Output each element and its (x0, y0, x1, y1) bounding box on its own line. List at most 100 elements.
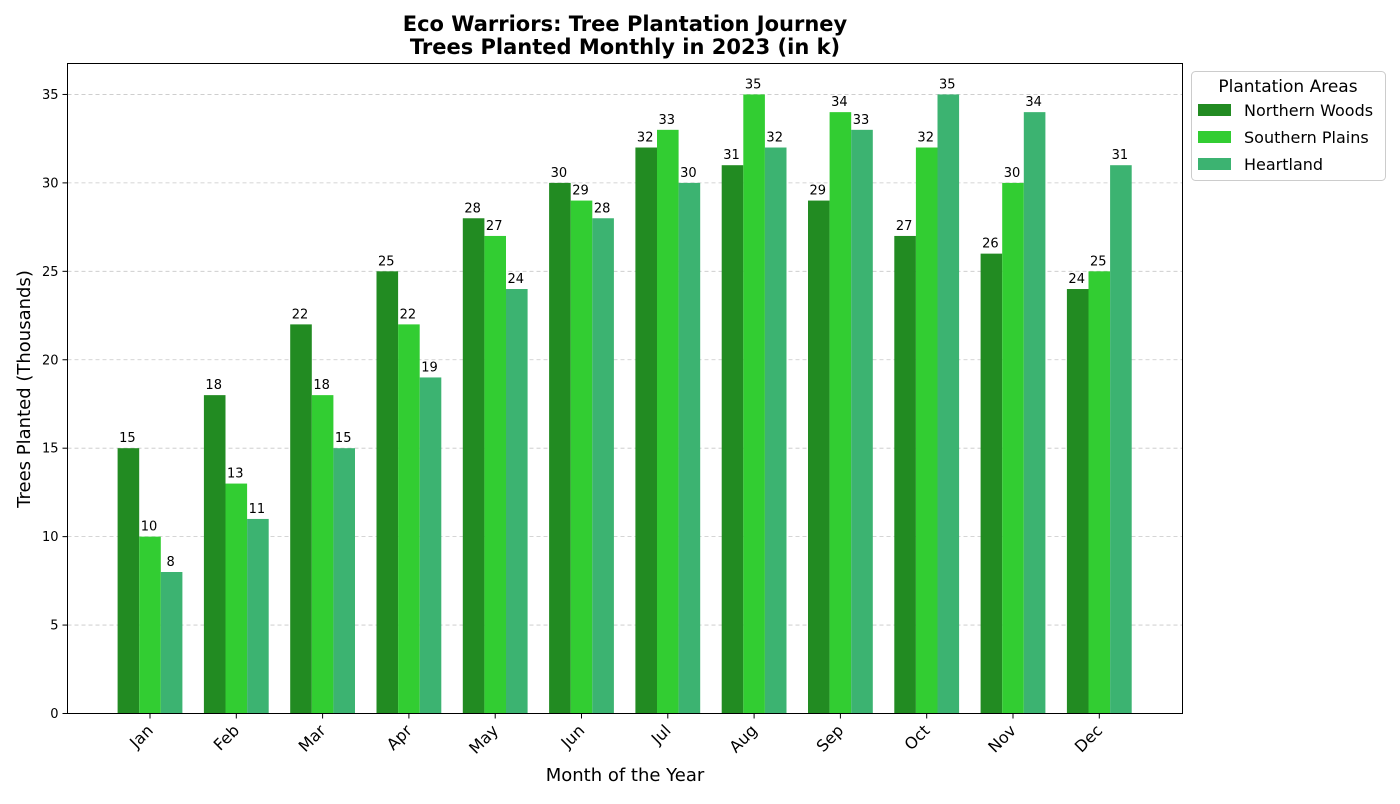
bar-value-label: 33 (659, 113, 676, 128)
bar (592, 218, 614, 714)
bar-value-label: 11 (249, 502, 266, 517)
bar-value-label: 30 (1004, 166, 1021, 181)
bar-value-label: 18 (205, 378, 222, 393)
bars (117, 94, 1132, 714)
bar-value-label: 19 (421, 360, 438, 375)
legend-title: Plantation Areas (1218, 77, 1357, 97)
x-tick-label: Oct (901, 721, 934, 754)
bar (915, 147, 938, 714)
bar-value-label: 31 (723, 148, 740, 163)
bar-value-label: 10 (141, 520, 158, 535)
legend-label: Southern Plains (1244, 128, 1369, 147)
bar (937, 94, 960, 714)
bar-value-label: 32 (917, 131, 934, 146)
legend-label: Northern Woods (1244, 101, 1373, 120)
bar-value-label: 33 (853, 113, 870, 128)
bar (311, 395, 334, 714)
bar (678, 182, 701, 714)
bar (764, 147, 787, 714)
bar (980, 253, 1003, 714)
y-tick-label: 10 (42, 530, 59, 545)
x-tick-label: Jun (557, 721, 589, 753)
legend-frame (1191, 71, 1386, 181)
legend-items: Northern Woods Southern Plains Heartland (1198, 101, 1373, 174)
bar (808, 200, 830, 714)
bar-value-label: 30 (680, 166, 697, 181)
y-tick-label: 20 (42, 353, 59, 368)
x-tick-label: Jul (647, 721, 675, 749)
legend: Plantation Areas Northern Woods Southern … (1191, 71, 1386, 181)
y-tick-label: 25 (42, 265, 59, 280)
bar (894, 235, 916, 714)
bar-labels: 15 10 8 18 13 11 22 18 15 25 22 19 28 27 24 30 29 28 32 33 3… (119, 77, 1128, 570)
bar-value-label: 28 (464, 201, 481, 216)
x-tick-label: Sep (812, 721, 847, 756)
bar-value-label: 24 (508, 272, 525, 287)
plot-area-frame (67, 63, 1183, 714)
bar-value-label: 8 (166, 555, 174, 570)
legend-swatch (1198, 158, 1231, 170)
x-tick-label: Feb (210, 721, 243, 754)
legend-swatch (1198, 104, 1231, 116)
y-tick-label: 5 (50, 619, 58, 634)
y-tick-label: 30 (42, 176, 59, 191)
bar-value-label: 13 (227, 467, 244, 482)
bar-value-label: 31 (1112, 148, 1129, 163)
y-axis: 0 5 10 15 20 25 30 35 (42, 88, 68, 722)
bar (743, 94, 765, 714)
bar (419, 377, 442, 714)
x-tick-label: Nov (984, 721, 1020, 757)
bar (462, 218, 485, 714)
x-tick-label: Dec (1071, 721, 1106, 756)
bar-value-label: 24 (1068, 272, 1085, 287)
bar (376, 271, 399, 714)
bar (484, 235, 506, 714)
bar (851, 129, 873, 714)
bar-value-label: 32 (637, 131, 654, 146)
bar (1066, 289, 1089, 714)
bar (829, 112, 852, 714)
x-tick-label: Apr (383, 721, 416, 754)
y-axis-label: Trees Planted (Thousands) (14, 270, 35, 509)
bar (333, 448, 355, 714)
bar-value-label: 29 (810, 184, 827, 199)
chart-subtitle: Trees Planted Monthly in 2023 (in k) (410, 35, 840, 59)
bar (1023, 112, 1046, 714)
bar (549, 182, 571, 714)
bar (1110, 165, 1132, 714)
bar (721, 165, 744, 714)
y-tick-label: 35 (42, 88, 59, 103)
bar (570, 200, 593, 714)
x-tick-label: May (465, 721, 502, 758)
bar-value-label: 32 (766, 131, 783, 146)
bar (247, 518, 269, 714)
bar (398, 324, 420, 714)
bar-value-label: 15 (335, 431, 352, 446)
bar (1088, 271, 1111, 714)
bar-value-label: 25 (378, 254, 395, 269)
x-tick-label: Mar (295, 721, 330, 756)
x-axis-label: Month of the Year (546, 765, 705, 786)
bar-value-label: 15 (119, 431, 136, 446)
y-tick-label: 15 (42, 442, 59, 457)
bar-value-label: 27 (486, 219, 503, 234)
bar (203, 395, 226, 714)
bar-value-label: 30 (551, 166, 568, 181)
bar-value-label: 22 (400, 307, 417, 322)
bar (225, 483, 248, 714)
bar-value-label: 34 (1025, 95, 1042, 110)
bar-value-label: 25 (1090, 254, 1107, 269)
bar-value-label: 35 (745, 77, 762, 92)
legend-swatch (1198, 131, 1231, 143)
bar (506, 289, 528, 714)
bar-value-label: 28 (594, 201, 611, 216)
bar-value-label: 35 (939, 77, 956, 92)
chart-title: Eco Warriors: Tree Plantation Journey (403, 12, 848, 36)
bar (635, 147, 657, 714)
bar (139, 536, 161, 714)
bar-value-label: 34 (831, 95, 848, 110)
bar-value-label: 27 (896, 219, 913, 234)
x-axis: Jan Feb Mar Apr May Jun Jul Aug Sep Oct Nov Dec (125, 713, 1106, 758)
